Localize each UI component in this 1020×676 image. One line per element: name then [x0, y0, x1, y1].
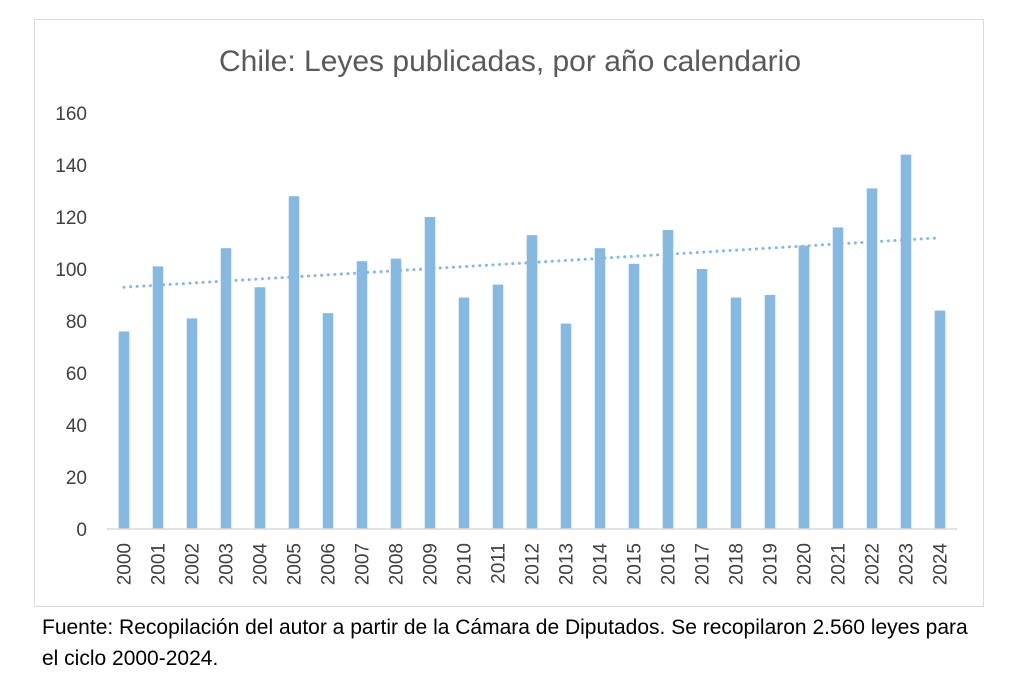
bar: [390, 258, 402, 529]
bar: [118, 331, 130, 529]
y-tick-label: 0: [76, 520, 87, 541]
bar: [322, 313, 334, 529]
source-caption: Fuente: Recopilación del autor a partir …: [42, 616, 968, 670]
x-tick-label: 2005: [285, 543, 306, 585]
x-tick-label: 2010: [455, 543, 476, 585]
x-tick-label: 2004: [251, 543, 272, 586]
y-tick-label: 40: [66, 416, 87, 437]
bars: [118, 154, 946, 529]
chart-title: Chile: Leyes publicadas, por año calenda…: [219, 45, 801, 78]
bar: [526, 235, 538, 529]
x-tick-label: 2020: [795, 543, 816, 585]
bar: [492, 284, 504, 529]
x-tick-label: 2015: [625, 543, 646, 585]
x-tick-label: 2021: [829, 543, 850, 585]
bar: [152, 266, 164, 529]
x-tick-label: 2003: [217, 543, 238, 585]
bar: [662, 230, 674, 529]
bar-chart: Chile: Leyes publicadas, por año calenda…: [55, 45, 957, 586]
x-tick-label: 2011: [489, 543, 510, 584]
x-tick-label: 2018: [727, 543, 748, 585]
bar: [900, 154, 912, 529]
y-tick-label: 20: [66, 468, 87, 489]
bar: [356, 261, 368, 529]
x-tick-label: 2008: [387, 543, 408, 585]
bar: [458, 297, 470, 529]
y-tick-label: 160: [55, 104, 87, 125]
x-tick-label: 2000: [115, 543, 136, 585]
x-tick-label: 2014: [591, 543, 612, 586]
trendline: [122, 236, 942, 289]
chart-container: Chile: Leyes publicadas, por año calenda…: [34, 19, 984, 607]
bar: [594, 248, 606, 529]
y-tick-label: 80: [66, 312, 87, 333]
x-tick-label: 2019: [761, 543, 782, 585]
y-tick-label: 120: [55, 208, 87, 229]
bar: [730, 297, 742, 529]
y-tick-label: 100: [55, 260, 87, 281]
bar: [288, 196, 300, 529]
x-tick-label: 2016: [659, 543, 680, 585]
bar: [866, 188, 878, 529]
x-tick-label: 2024: [931, 543, 952, 586]
bar: [628, 263, 640, 529]
x-tick-label: 2023: [897, 543, 918, 585]
x-tick-label: 2017: [693, 543, 714, 585]
y-tick-label: 60: [66, 364, 87, 385]
x-tick-label: 2012: [523, 543, 544, 585]
x-tick-label: 2006: [319, 543, 340, 585]
bar: [764, 295, 776, 529]
x-tick-label: 2009: [421, 543, 442, 585]
trendline-group: [122, 236, 942, 289]
x-tick-label: 2013: [557, 543, 578, 585]
bar: [934, 310, 946, 529]
y-tick-label: 140: [55, 156, 87, 177]
bar: [424, 217, 436, 529]
x-tick-label: 2007: [353, 543, 374, 585]
x-axis-ticks: 2000 2001 2002 2003 2004 2005 2006 2007 2008 2009…: [115, 543, 952, 586]
bar: [696, 269, 708, 529]
x-tick-label: 2001: [149, 543, 170, 585]
bar: [254, 287, 266, 529]
bar: [186, 318, 198, 529]
x-tick-label: 2002: [183, 543, 204, 585]
y-axis-ticks: 0 20 40 60 80 100 120 140 160: [55, 104, 87, 541]
bar: [220, 248, 232, 529]
bar: [798, 245, 810, 529]
bar: [560, 323, 572, 529]
x-tick-label: 2022: [863, 543, 884, 585]
bar: [832, 227, 844, 529]
